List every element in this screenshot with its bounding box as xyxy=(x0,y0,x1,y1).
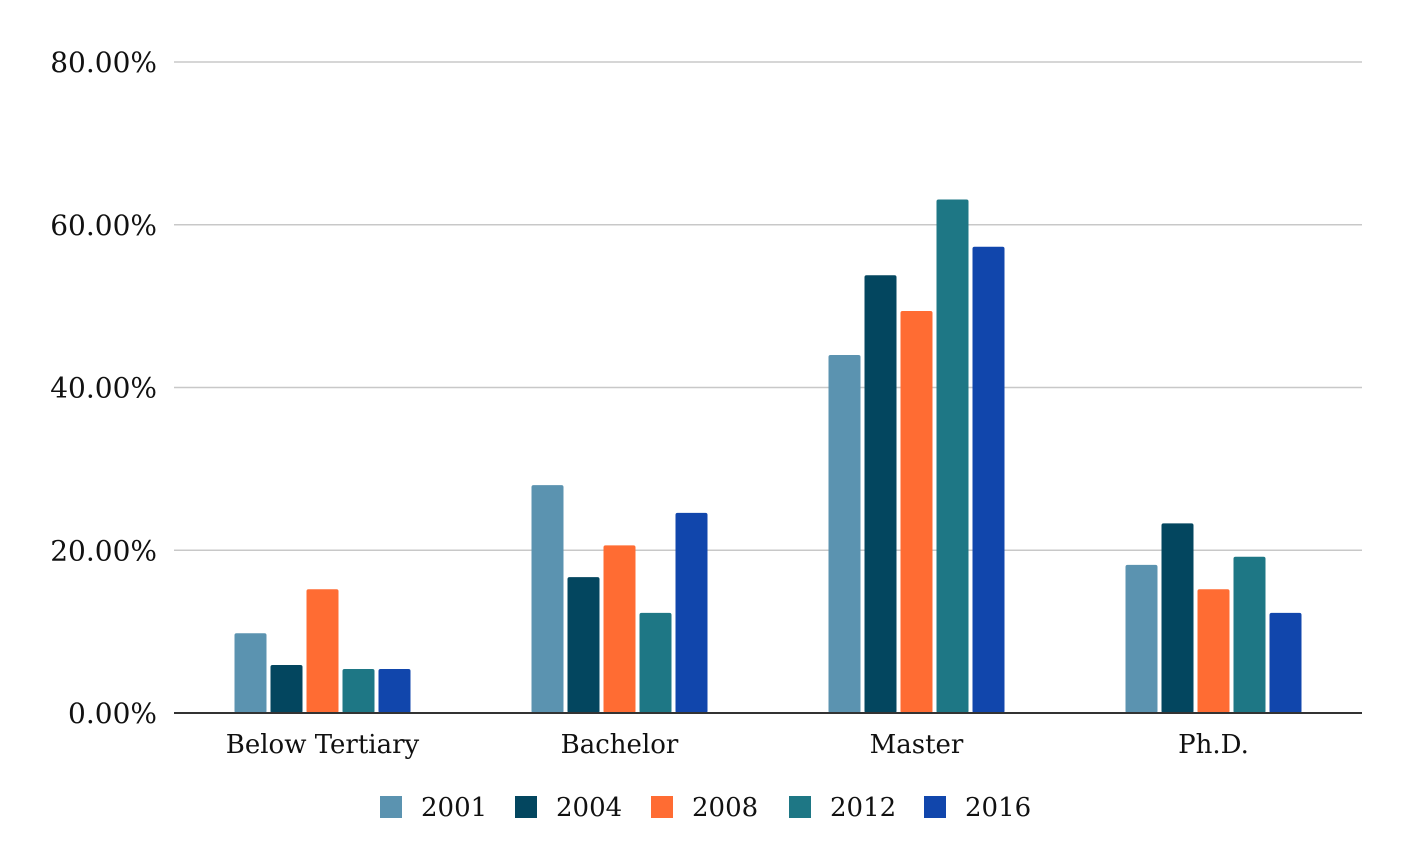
x-axis-categories: Below Tertiary Bachelor Master Ph.D. xyxy=(226,730,1249,760)
bars xyxy=(234,199,1302,713)
legend-label: 2012 xyxy=(830,793,896,823)
bar-2004 xyxy=(567,577,600,713)
legend: 2001 2004 2008 2012 2016 xyxy=(380,793,1031,823)
bar-2004 xyxy=(864,275,897,713)
legend-swatch xyxy=(924,796,946,818)
bar-2001 xyxy=(531,485,564,713)
x-category-label: Below Tertiary xyxy=(226,730,420,760)
y-tick-label: 0.00% xyxy=(68,697,157,730)
x-category-label: Bachelor xyxy=(561,730,679,760)
bar-2016 xyxy=(972,246,1005,713)
bar-2012 xyxy=(1233,556,1266,713)
x-category-label: Master xyxy=(870,730,964,760)
legend-swatch xyxy=(380,796,402,818)
legend-label: 2016 xyxy=(965,793,1031,823)
y-tick-label: 20.00% xyxy=(50,534,157,567)
bar-2016 xyxy=(675,512,708,713)
x-category-label: Ph.D. xyxy=(1178,730,1249,760)
bar-2016 xyxy=(378,669,411,713)
legend-swatch xyxy=(515,796,537,818)
bar-2012 xyxy=(936,199,969,713)
legend-swatch xyxy=(651,796,673,818)
legend-label: 2001 xyxy=(421,793,487,823)
bar-2004 xyxy=(1161,523,1194,713)
gridlines xyxy=(174,61,1362,551)
bar-2008 xyxy=(306,589,339,713)
y-tick-label: 40.00% xyxy=(50,372,157,405)
bar-2008 xyxy=(1197,589,1230,713)
y-axis-ticks: 0.00% 20.00% 40.00% 60.00% 80.00% xyxy=(50,46,157,730)
bar-2001 xyxy=(1125,564,1158,713)
legend-swatch xyxy=(789,796,811,818)
y-tick-label: 80.00% xyxy=(50,46,157,79)
bar-2008 xyxy=(900,311,933,713)
legend-label: 2008 xyxy=(692,793,758,823)
bar-2001 xyxy=(828,354,861,713)
bar-2012 xyxy=(639,612,672,713)
y-tick-label: 60.00% xyxy=(50,209,157,242)
bar-2016 xyxy=(1269,612,1302,713)
bar-2008 xyxy=(603,545,636,713)
legend-label: 2004 xyxy=(556,793,622,823)
bar-2012 xyxy=(342,669,375,713)
bar-2001 xyxy=(234,633,267,713)
bar-2004 xyxy=(270,664,303,713)
